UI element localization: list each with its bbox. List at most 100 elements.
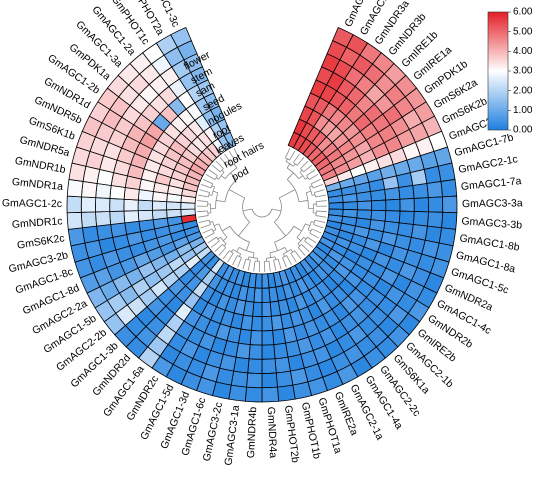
- heatmap-cell-GmAGC3-3a-pod: [442, 195, 458, 214]
- heatmap-cell-GmNDR4a-nodules: [261, 330, 275, 346]
- dendrogram-branch: [233, 163, 238, 169]
- dendrogram-branch: [204, 232, 215, 239]
- dendrogram-arc: [274, 226, 295, 243]
- dendrogram-branch: [232, 255, 238, 266]
- dendrogram-branch: [197, 215, 209, 218]
- heatmap-cell-GmAGC3-3b-root-hairs: [427, 211, 444, 229]
- dendrogram-arc: [248, 256, 258, 259]
- heatmap-cell-GmAGC3-1a-pod: [228, 384, 247, 402]
- heatmap-cell-GmPHOT2b-seed: [270, 314, 284, 331]
- colorbar-tick-label: 2.00: [513, 85, 533, 96]
- dendrogram-branch: [314, 219, 326, 224]
- dendrogram-branch: [284, 247, 288, 253]
- dendrogram-arc: [230, 161, 239, 167]
- dendrogram-branch: [279, 189, 296, 199]
- dendrogram-branch: [315, 215, 327, 218]
- heatmap-cell-GmAGC3-3b-leaves: [412, 211, 429, 227]
- dendrogram-branch: [207, 236, 217, 244]
- heatmap-cell-GmNDR1c-root-hairs: [80, 211, 97, 229]
- dendrogram-branch: [228, 189, 245, 199]
- dendrogram-branch: [212, 190, 218, 194]
- dendrogram-arc: [229, 226, 250, 243]
- heatmap-cell-GmNDR1c-seed: [137, 209, 154, 222]
- heatmap-cell-GmAGC1-7a-seed: [370, 189, 387, 202]
- heatmap-cell-GmNDR1a-root-hairs: [81, 180, 98, 199]
- dendrogram-branch: [299, 169, 303, 173]
- gene-label: GmNDR1b: [14, 155, 67, 176]
- dendrogram-branch: [247, 256, 250, 260]
- heatmap-cell-GmAGC1-7a-stem: [341, 193, 358, 203]
- dendrogram-branch: [316, 210, 327, 213]
- dendrogram-branch: [313, 224, 324, 229]
- heatmap-cell-GmAGC2-1c-pod: [437, 162, 456, 182]
- dendrogram-arc: [224, 179, 238, 202]
- gene-label: GmAGC1-7a: [460, 175, 522, 193]
- dendrogram-branch: [297, 243, 301, 247]
- gene-label: GmNDR4b: [245, 406, 259, 458]
- dendrogram-arc: [234, 157, 239, 161]
- dendrogram-branch: [242, 208, 253, 212]
- heatmap-cell-GmS6K2c-nodules: [124, 220, 142, 236]
- dendrogram-branch: [303, 236, 307, 240]
- dendrogram-branch: [314, 189, 325, 193]
- heatmap-cell-GmAGC1-2c-sam: [151, 200, 168, 211]
- dendrogram-branch: [213, 223, 219, 227]
- dendrogram-branch: [198, 194, 209, 198]
- heatmap-cell-GmS6K2c-pod: [67, 227, 86, 247]
- dendrogram-branch: [199, 189, 210, 193]
- colorbar-tick-label: 6.00: [513, 7, 533, 18]
- dendrogram-branch: [198, 219, 210, 224]
- colorbar-gradient: [487, 11, 509, 131]
- colorbar: 0.00 1.00 2.00 3.00 4.00 5.00 6.00: [487, 7, 533, 136]
- dendrogram-arc: [269, 247, 285, 254]
- dendrogram-branch: [312, 183, 324, 189]
- dendrogram-branch: [286, 172, 294, 180]
- dendrogram-arc: [218, 171, 225, 180]
- dendrogram-branch: [307, 229, 312, 232]
- dendrogram-arc: [207, 210, 209, 216]
- dendrogram-arc: [297, 244, 302, 248]
- colorbar-tick-label: 4.00: [513, 46, 533, 57]
- dendrogram-branch: [242, 258, 247, 270]
- dendrogram-branch: [296, 157, 305, 166]
- dendrogram-branch: [300, 160, 309, 169]
- heatmap-cell-GmAGC1-2c-root-hairs: [80, 196, 97, 213]
- dendrogram-arc: [310, 183, 314, 189]
- dendrogram-branch: [277, 258, 282, 270]
- gene-label: GmAGC3-3a: [462, 197, 523, 210]
- dendrogram-branch: [268, 260, 271, 272]
- heatmap-cell-GmAGC3-3b-nodules: [384, 210, 401, 224]
- dendrogram-branch: [301, 244, 310, 252]
- dendrogram-branch: [237, 257, 242, 268]
- heatmap-cells: [66, 26, 458, 403]
- dendrogram-branch: [203, 178, 213, 185]
- dendrogram-arc: [293, 162, 298, 166]
- dendrogram-branch: [285, 148, 291, 159]
- gene-label: GmAGC2-1c: [457, 153, 518, 176]
- dendrogram-branch: [269, 252, 272, 258]
- dendrogram-branch: [228, 150, 235, 161]
- heatmap-cell-GmNDR4a-sam: [261, 301, 272, 318]
- colorbar-tick-label: 5.00: [513, 26, 533, 37]
- dendrogram-branch: [236, 247, 240, 253]
- heatmap-cell-GmAGC1-7a-sam: [356, 191, 372, 203]
- heatmap-cell-GmPHOT2b-leaves: [274, 356, 291, 374]
- dendrogram-branch: [233, 148, 239, 159]
- heatmap-cell-GmAGC3-3a-sam: [356, 200, 373, 211]
- colorbar-tick-label: 1.00: [513, 105, 533, 116]
- dendrogram-branch: [271, 208, 282, 212]
- dendrogram-branch: [205, 173, 216, 180]
- dendrogram-branch: [273, 221, 286, 237]
- dendrogram-branch: [218, 247, 227, 256]
- gene-label: GmNDR1a: [11, 176, 63, 193]
- heatmap-cell-GmPHOT2b-root-hairs: [275, 370, 294, 388]
- dendrogram-branch: [214, 244, 223, 252]
- dendrogram-arc: [214, 175, 218, 180]
- heatmap-cell-GmAGC3-3a-root-hairs: [427, 196, 444, 213]
- heatmap-cell-GmAGC1-7a-leaves: [412, 183, 429, 199]
- dendrogram-branch: [282, 253, 285, 257]
- dendrogram-arc: [218, 223, 228, 238]
- heatmap-cell-GmNDR4a-flower: [261, 273, 270, 289]
- dendrogram-arc: [299, 171, 306, 180]
- heatmap-cell-GmNDR4a-pod: [261, 386, 280, 403]
